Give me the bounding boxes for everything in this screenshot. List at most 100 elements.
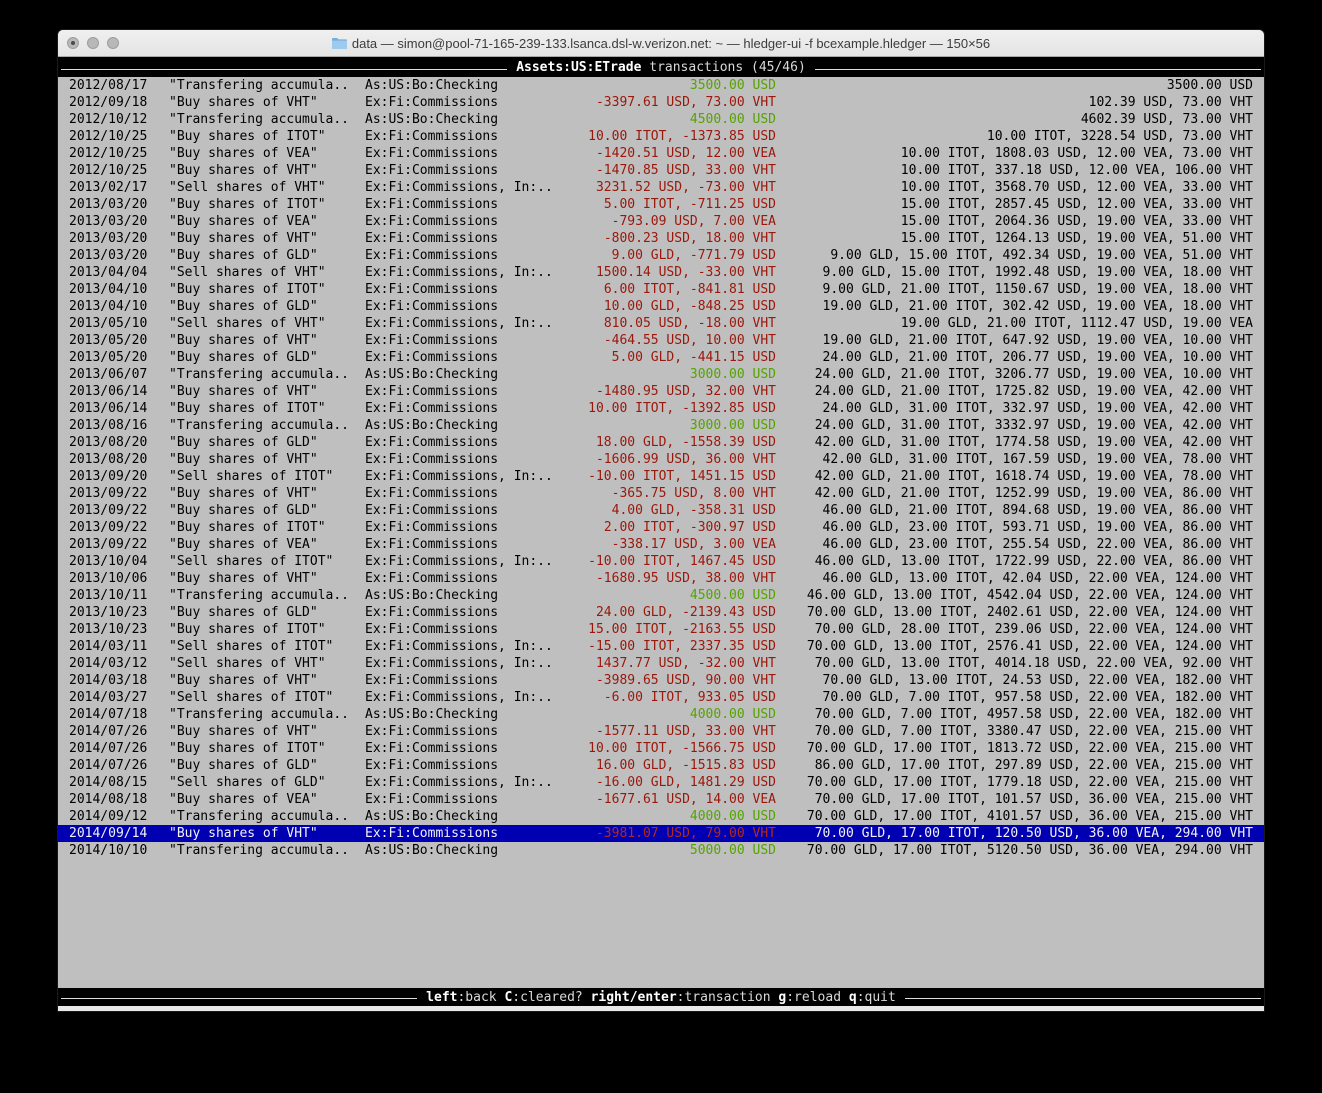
transaction-description: "Buy shares of ITOT" (169, 520, 326, 535)
key-hint-action: :back (457, 989, 497, 1005)
transaction-description: "Sell shares of GLD" (169, 775, 326, 790)
transaction-running-balance: 10.00 ITOT, 337.18 USD, 12.00 VEA, 106.0… (900, 163, 1253, 178)
transaction-description: "Buy shares of ITOT" (169, 741, 326, 756)
terminal-screen: Assets:US:ETrade transactions (45/46) 20… (58, 57, 1264, 1011)
transaction-description: "Sell shares of VHT" (169, 180, 326, 195)
transaction-row[interactable]: 2014/07/26 "Buy shares of ITOT" Ex:Fi:Comm… (58, 740, 1264, 757)
transaction-row[interactable]: 2013/05/20 "Buy shares of GLD" Ex:Fi:Commi… (58, 349, 1264, 366)
transaction-row[interactable]: 2014/07/26 "Buy shares of VHT" Ex:Fi:Commi… (58, 723, 1264, 740)
transaction-row[interactable]: 2012/10/25 "Buy shares of ITOT" Ex:Fi:Comm… (58, 128, 1264, 145)
minimize-button[interactable] (87, 37, 99, 49)
transaction-row[interactable]: 2014/09/12 "Transfering accumula.. As:US:B… (58, 808, 1264, 825)
key-hint-action: :transaction (676, 989, 771, 1005)
transaction-row[interactable]: 2013/09/22 "Buy shares of ITOT" Ex:Fi:Comm… (58, 519, 1264, 536)
transaction-amount: 24.00 GLD, -2139.43 USD (595, 605, 776, 620)
terminal-window: data — simon@pool-71-165-239-133.lsanca.… (58, 30, 1264, 1011)
transaction-row[interactable]: 2013/03/20 "Buy shares of ITOT" Ex:Fi:Comm… (58, 196, 1264, 213)
transaction-row[interactable]: 2013/05/10 "Sell shares of VHT" Ex:Fi:Comm… (58, 315, 1264, 332)
transaction-running-balance: 70.00 GLD, 7.00 ITOT, 957.58 USD, 22.00 … (822, 690, 1253, 705)
transaction-row[interactable]: 2013/05/20 "Buy shares of VHT" Ex:Fi:Commi… (58, 332, 1264, 349)
transaction-row[interactable]: 2013/10/04 "Sell shares of ITOT" Ex:Fi:Com… (58, 553, 1264, 570)
transaction-row[interactable]: 2013/10/06 "Buy shares of VHT" Ex:Fi:Commi… (58, 570, 1264, 587)
key-hint-key: q (848, 989, 857, 1005)
transaction-row[interactable]: 2013/10/11 "Transfering accumula.. As:US:B… (58, 587, 1264, 604)
transaction-row[interactable]: 2013/04/10 "Buy shares of ITOT" Ex:Fi:Comm… (58, 281, 1264, 298)
transaction-running-balance: 70.00 GLD, 17.00 ITOT, 1813.72 USD, 22.0… (806, 741, 1253, 756)
transaction-row[interactable]: 2013/08/20 "Buy shares of GLD" Ex:Fi:Commi… (58, 434, 1264, 451)
transaction-row[interactable]: 2012/09/18 "Buy shares of VHT" Ex:Fi:Commi… (58, 94, 1264, 111)
transaction-description: "Buy shares of VHT" (169, 452, 318, 467)
transaction-row[interactable]: 2013/10/23 "Buy shares of ITOT" Ex:Fi:Comm… (58, 621, 1264, 638)
transaction-description: "Sell shares of VHT" (169, 656, 326, 671)
key-hint-key: g (778, 989, 787, 1005)
transaction-row[interactable]: 2014/07/18 "Transfering accumula.. As:US:B… (58, 706, 1264, 723)
hledger-bottom-bar: left:back C:cleared? right/enter:transac… (58, 988, 1264, 1006)
transaction-date: 2013/06/14 (69, 384, 148, 399)
transaction-row[interactable]: 2014/08/18 "Buy shares of VEA" Ex:Fi:Commi… (58, 791, 1264, 808)
transaction-row[interactable]: 2013/03/20 "Buy shares of VEA" Ex:Fi:Commi… (58, 213, 1264, 230)
transaction-row[interactable]: 2012/10/25 "Buy shares of VHT" Ex:Fi:Commi… (58, 162, 1264, 179)
transaction-row[interactable]: 2014/07/26 "Buy shares of GLD" Ex:Fi:Commi… (58, 757, 1264, 774)
close-button[interactable] (67, 37, 79, 49)
transaction-row-selected[interactable]: 2014/09/14 "Buy shares of VHT" Ex:Fi:Commi… (58, 825, 1264, 842)
traffic-light-buttons (67, 30, 119, 56)
transaction-row[interactable]: 2013/04/10 "Buy shares of GLD" Ex:Fi:Commi… (58, 298, 1264, 315)
transaction-accounts: Ex:Fi:Commissions (365, 146, 499, 161)
transaction-description: "Sell shares of ITOT" (169, 469, 334, 484)
transaction-row[interactable]: 2013/04/04 "Sell shares of VHT" Ex:Fi:Comm… (58, 264, 1264, 281)
transaction-accounts: Ex:Fi:Commissions (365, 401, 499, 416)
zoom-button[interactable] (107, 37, 119, 49)
transaction-running-balance: 19.00 GLD, 21.00 ITOT, 302.42 USD, 19.00… (822, 299, 1253, 314)
transaction-amount: 2.00 ITOT, -300.97 USD (603, 520, 776, 535)
transaction-running-balance: 10.00 ITOT, 3228.54 USD, 73.00 VHT (986, 129, 1253, 144)
transaction-description: "Sell shares of ITOT" (169, 690, 334, 705)
transaction-amount: 4000.00 USD (689, 809, 776, 824)
transaction-row[interactable]: 2013/09/22 "Buy shares of VHT" Ex:Fi:Commi… (58, 485, 1264, 502)
transaction-row[interactable]: 2014/03/18 "Buy shares of VHT" Ex:Fi:Commi… (58, 672, 1264, 689)
transaction-accounts: As:US:Bo:Checking (365, 588, 499, 603)
transaction-running-balance: 70.00 GLD, 7.00 ITOT, 3380.47 USD, 22.00… (814, 724, 1253, 739)
transaction-running-balance: 9.00 GLD, 15.00 ITOT, 492.34 USD, 19.00 … (830, 248, 1253, 263)
transaction-accounts: Ex:Fi:Commissions (365, 571, 499, 586)
transaction-row[interactable]: 2014/08/15 "Sell shares of GLD" Ex:Fi:Comm… (58, 774, 1264, 791)
transaction-row[interactable]: 2013/09/22 "Buy shares of GLD" Ex:Fi:Commi… (58, 502, 1264, 519)
transaction-amount: -15.00 ITOT, 2337.35 USD (588, 639, 776, 654)
transaction-date: 2012/10/25 (69, 163, 148, 178)
transaction-row[interactable]: 2012/08/17 "Transfering accumula.. As:US:B… (58, 77, 1264, 94)
transaction-accounts: Ex:Fi:Commissions (365, 435, 499, 450)
transaction-amount: 10.00 ITOT, -1566.75 USD (588, 741, 776, 756)
transaction-accounts: Ex:Fi:Commissions (365, 826, 499, 841)
transaction-row[interactable]: 2014/03/11 "Sell shares of ITOT" Ex:Fi:Com… (58, 638, 1264, 655)
transaction-date: 2014/10/10 (69, 843, 148, 858)
transaction-row[interactable]: 2013/08/20 "Buy shares of VHT" Ex:Fi:Commi… (58, 451, 1264, 468)
key-hint-key: right/enter (590, 989, 677, 1005)
transaction-row[interactable]: 2013/10/23 "Buy shares of GLD" Ex:Fi:Commi… (58, 604, 1264, 621)
transaction-row[interactable]: 2012/10/25 "Buy shares of VEA" Ex:Fi:Commi… (58, 145, 1264, 162)
transaction-running-balance: 24.00 GLD, 21.00 ITOT, 206.77 USD, 19.00… (822, 350, 1253, 365)
transaction-description: "Transfering accumula.. (169, 588, 350, 603)
transaction-row[interactable]: 2013/06/14 "Buy shares of ITOT" Ex:Fi:Comm… (58, 400, 1264, 417)
transaction-row[interactable]: 2014/10/10 "Transfering accumula.. As:US:B… (58, 842, 1264, 859)
transaction-row[interactable]: 2013/02/17 "Sell shares of VHT" Ex:Fi:Comm… (58, 179, 1264, 196)
transaction-running-balance: 70.00 GLD, 13.00 ITOT, 4014.18 USD, 22.0… (814, 656, 1253, 671)
transaction-date: 2013/09/22 (69, 537, 148, 552)
window-titlebar[interactable]: data — simon@pool-71-165-239-133.lsanca.… (58, 30, 1264, 57)
transaction-description: "Buy shares of GLD" (169, 350, 318, 365)
transaction-running-balance: 3500.00 USD (1166, 78, 1253, 93)
transaction-row[interactable]: 2012/10/12 "Transfering accumula.. As:US:B… (58, 111, 1264, 128)
transaction-row[interactable]: 2013/06/07 "Transfering accumula.. As:US:B… (58, 366, 1264, 383)
transaction-description: "Transfering accumula.. (169, 418, 350, 433)
transaction-row[interactable]: 2013/03/20 "Buy shares of GLD" Ex:Fi:Commi… (58, 247, 1264, 264)
transaction-accounts: Ex:Fi:Commissions, In:.. (365, 656, 553, 671)
transaction-description: "Buy shares of VHT" (169, 333, 318, 348)
transaction-row[interactable]: 2013/09/22 "Buy shares of VEA" Ex:Fi:Commi… (58, 536, 1264, 553)
transaction-row[interactable]: 2013/08/16 "Transfering accumula.. As:US:B… (58, 417, 1264, 434)
transaction-date: 2013/10/23 (69, 605, 148, 620)
transaction-row[interactable]: 2013/03/20 "Buy shares of VHT" Ex:Fi:Commi… (58, 230, 1264, 247)
transaction-row[interactable]: 2013/06/14 "Buy shares of VHT" Ex:Fi:Commi… (58, 383, 1264, 400)
transaction-row[interactable]: 2013/09/20 "Sell shares of ITOT" Ex:Fi:Com… (58, 468, 1264, 485)
transaction-row[interactable]: 2014/03/27 "Sell shares of ITOT" Ex:Fi:Com… (58, 689, 1264, 706)
transaction-row[interactable]: 2014/03/12 "Sell shares of VHT" Ex:Fi:Comm… (58, 655, 1264, 672)
transaction-date: 2013/04/10 (69, 282, 148, 297)
transaction-description: "Buy shares of ITOT" (169, 282, 326, 297)
